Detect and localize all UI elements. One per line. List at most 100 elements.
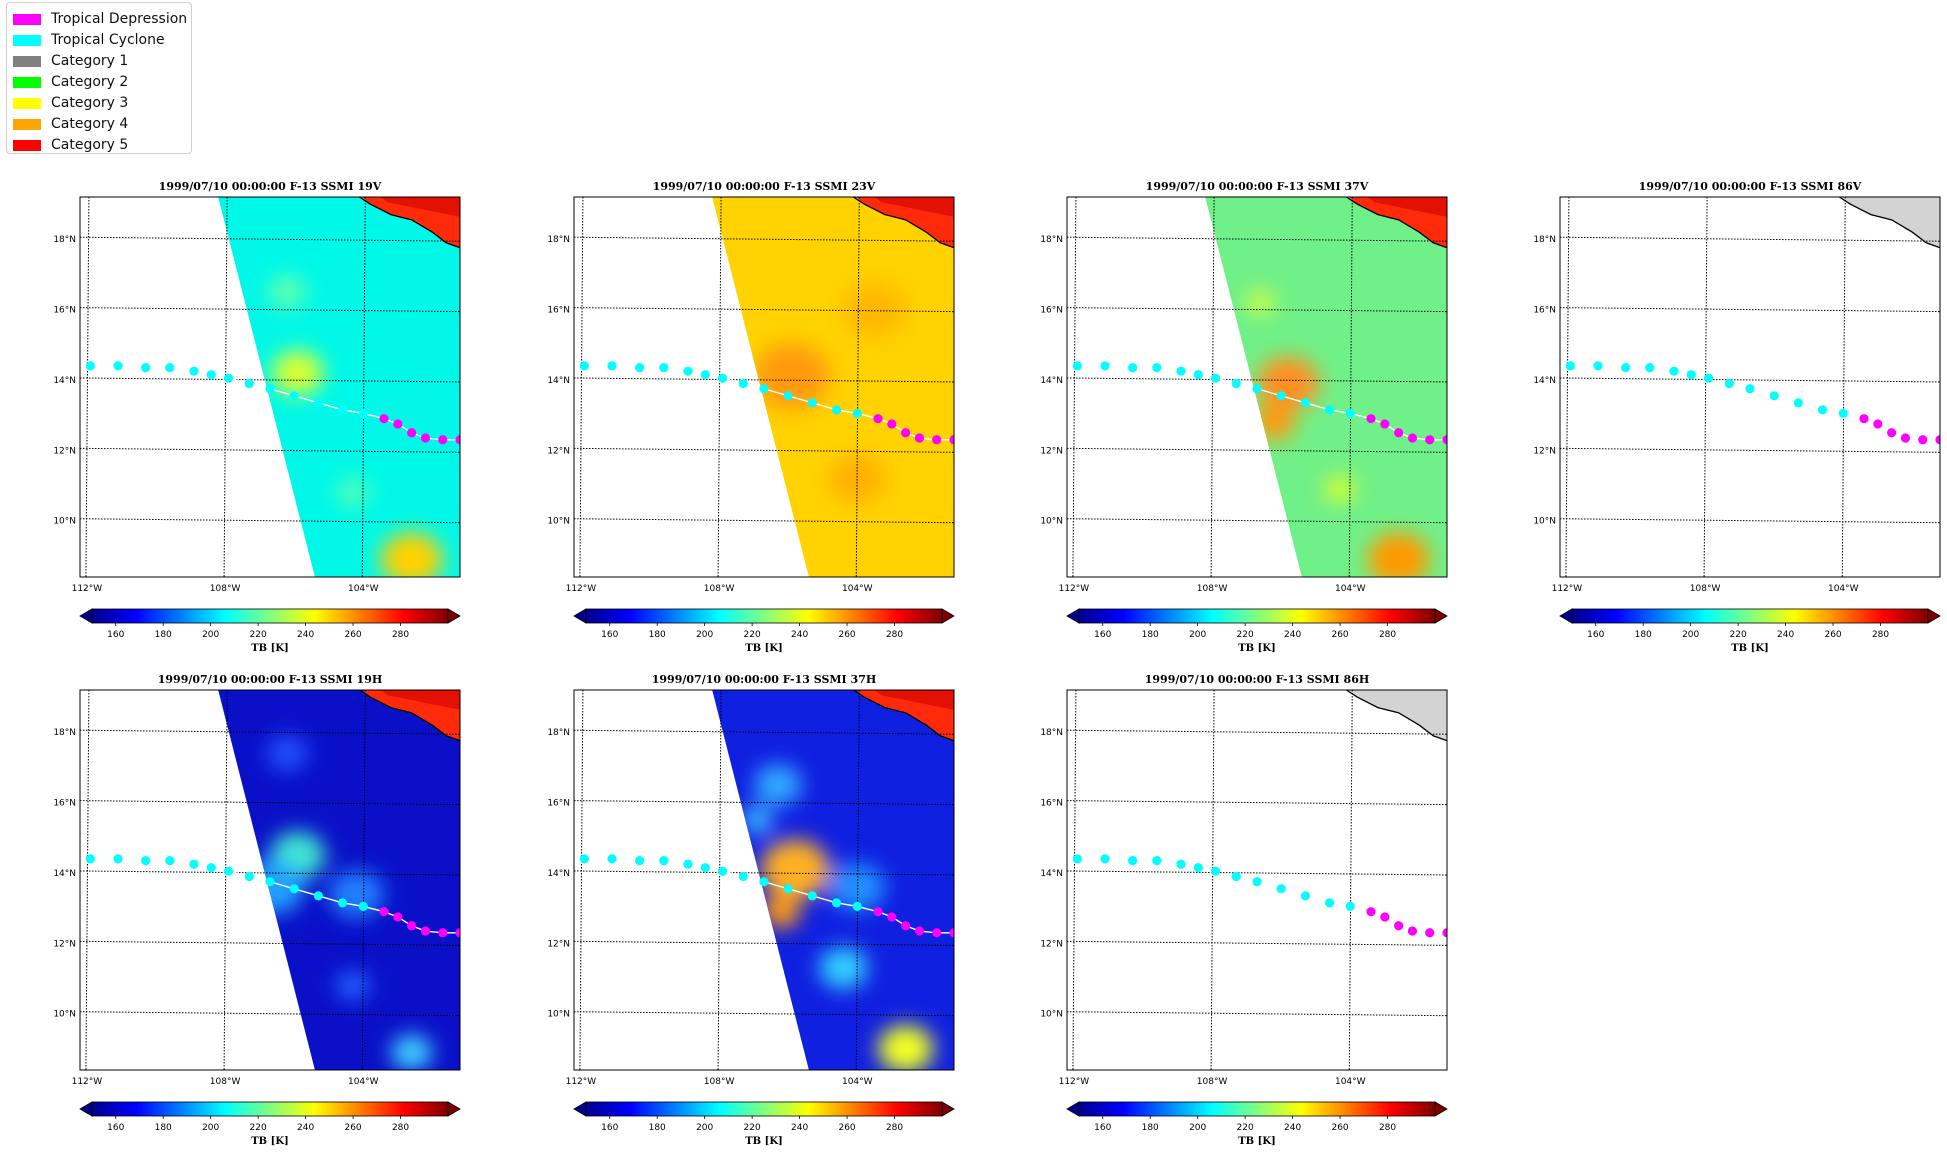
latitude-label: 14°N [1040, 376, 1063, 386]
latitude-gridline [80, 447, 460, 453]
coastline [358, 690, 460, 742]
track-point [1324, 898, 1335, 908]
latitude-label: 16°N [547, 306, 570, 316]
tb-anomaly [829, 454, 885, 503]
track-point [717, 373, 728, 383]
colorbar-tick-label: 240 [297, 630, 314, 640]
track-point [265, 384, 275, 394]
track-point [1669, 366, 1679, 376]
longitude-label: 112°W [566, 1077, 597, 1087]
panel-title: 1999/07/10 00:00:00 F-13 SSMI 19H [158, 673, 383, 686]
longitude-gridline [85, 197, 90, 577]
longitude-gridline [85, 690, 90, 1070]
latitude-label: 16°N [1040, 306, 1063, 316]
colorbar-label: TB [K] [251, 1136, 289, 1147]
track-point [1859, 414, 1869, 424]
track-point [1324, 405, 1335, 415]
latitude-gridline [574, 729, 954, 735]
track-point [407, 921, 417, 931]
track-point [1231, 378, 1241, 389]
colorbar-tick-label: 180 [649, 1123, 666, 1133]
track-point [393, 419, 403, 429]
latitude-gridline [1067, 870, 1447, 876]
panel-title: 1999/07/10 00:00:00 F-13 SSMI 19V [159, 180, 382, 193]
colorbar-tick-label: 160 [601, 1123, 618, 1133]
colorbar-tick-label: 220 [1730, 630, 1747, 640]
track-point [313, 891, 323, 901]
colorbar-label: TB [K] [745, 1136, 783, 1147]
latitude-label: 10°N [1533, 517, 1556, 527]
panel-title: 1999/07/10 00:00:00 F-13 SSMI 86H [1145, 673, 1370, 686]
colorbar-tick-label: 240 [1284, 1123, 1301, 1133]
latitude-gridline [80, 870, 460, 876]
colorbar-label: TB [K] [1731, 643, 1769, 654]
track-point [438, 435, 448, 445]
latitude-gridline [574, 800, 954, 806]
colorbar-tick-label: 220 [250, 1123, 267, 1133]
longitude-label: 112°W [1059, 1077, 1090, 1087]
tb-anomaly [1324, 475, 1356, 503]
track-point [1425, 435, 1435, 445]
track-point [1425, 928, 1435, 938]
latitude-label: 18°N [547, 235, 570, 245]
longitude-label: 108°W [210, 584, 241, 594]
latitude-gridline [1560, 307, 1940, 313]
colorbar: 160 180 200 220 240 260 280 TB [K] [573, 608, 955, 654]
latitude-gridline [80, 236, 460, 242]
colorbar-gradient [91, 1101, 449, 1117]
track-point [1645, 363, 1655, 373]
track-point [165, 363, 175, 373]
track-point [1193, 863, 1203, 873]
legend-item: Tropical Cyclone [13, 31, 165, 49]
latitude-label: 18°N [53, 728, 76, 738]
track-point [1593, 361, 1603, 371]
track-point [1442, 435, 1447, 445]
legend-label: Category 4 [51, 116, 129, 132]
track-point [683, 859, 693, 869]
colorbar: 160 180 200 220 240 260 280 TB [K] [573, 1101, 955, 1147]
colorbar-tick-label: 240 [297, 1123, 314, 1133]
track-point [1100, 361, 1110, 371]
panel-title: 1999/07/10 00:00:00 F-13 SSMI 86V [1639, 180, 1862, 193]
colorbar-label: TB [K] [745, 643, 783, 654]
track-point [244, 871, 254, 882]
latitude-gridline [574, 940, 954, 946]
track-point [379, 414, 389, 424]
track-point [831, 898, 842, 908]
longitude-label: 108°W [1690, 584, 1721, 594]
colorbar-tick-label: 280 [1379, 630, 1396, 640]
latitude-label: 10°N [547, 1010, 570, 1020]
track-point [1345, 901, 1355, 911]
latitude-gridline [1067, 447, 1447, 453]
longitude-gridline [1841, 197, 1846, 577]
track-point [85, 854, 95, 864]
tb-anomaly [380, 532, 443, 577]
track-point [759, 384, 769, 394]
latitude-gridline [80, 518, 460, 524]
longitude-gridline [223, 197, 228, 577]
track-point [1935, 435, 1940, 445]
track-point [1252, 384, 1262, 394]
track-point [1072, 361, 1082, 371]
longitude-label: 104°W [348, 1077, 379, 1087]
track-point [759, 877, 769, 887]
longitude-gridline [1072, 197, 1077, 577]
track-point [1231, 871, 1241, 882]
latitude-gridline [574, 447, 954, 453]
map-panel-86h: 1999/07/10 00:00:00 F-13 SSMI 86H 18°N 16°… [1040, 673, 1448, 1147]
longitude-gridline [579, 197, 584, 577]
latitude-gridline [574, 307, 954, 313]
panel-title: 1999/07/10 00:00:00 F-13 SSMI 37V [1146, 180, 1369, 193]
track-point [1817, 405, 1828, 415]
coastline [358, 197, 460, 249]
latitude-label: 14°N [53, 376, 76, 386]
longitude-gridline [855, 690, 860, 1070]
colorbar-tick-label: 220 [1237, 1123, 1254, 1133]
colorbar-tick-label: 260 [1331, 630, 1348, 640]
track-point [887, 419, 897, 429]
track-point [1072, 854, 1082, 864]
track-point [438, 928, 448, 938]
legend-item: Category 5 [13, 136, 128, 154]
track-point [914, 433, 925, 443]
track-point [700, 863, 710, 873]
